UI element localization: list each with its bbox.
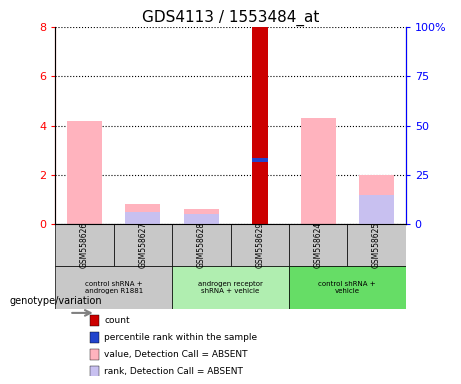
Bar (289, 266, 406, 309)
Text: GSM558624: GSM558624 (313, 222, 323, 268)
Text: rank, Detection Call = ABSENT: rank, Detection Call = ABSENT (104, 367, 243, 376)
Text: androgen receptor
shRNA + vehicle: androgen receptor shRNA + vehicle (198, 281, 263, 294)
Bar (230, 224, 289, 266)
Bar (347, 224, 406, 266)
Bar (125, 204, 160, 224)
Bar (184, 209, 219, 224)
Bar (90, 333, 99, 343)
Bar (55, 266, 172, 309)
Bar (359, 195, 394, 224)
Text: GSM558626: GSM558626 (80, 222, 89, 268)
Text: count: count (104, 316, 130, 325)
Bar (90, 315, 99, 326)
Bar (125, 212, 160, 224)
Bar (90, 366, 99, 377)
Bar (252, 27, 267, 224)
Bar (67, 121, 102, 224)
Text: GSM558625: GSM558625 (372, 222, 381, 268)
Title: GDS4113 / 1553484_at: GDS4113 / 1553484_at (142, 9, 319, 25)
Text: percentile rank within the sample: percentile rank within the sample (104, 333, 258, 342)
Text: control shRNA +
androgen R1881: control shRNA + androgen R1881 (84, 281, 143, 294)
Text: genotype/variation: genotype/variation (9, 296, 102, 306)
Text: control shRNA +
vehicle: control shRNA + vehicle (319, 281, 376, 294)
Text: GSM558629: GSM558629 (255, 222, 264, 268)
Bar (289, 224, 347, 266)
Bar (301, 118, 336, 224)
Text: GSM558628: GSM558628 (197, 222, 206, 268)
Bar (114, 224, 172, 266)
Text: GSM558627: GSM558627 (138, 222, 148, 268)
Bar (172, 224, 230, 266)
Bar (252, 158, 267, 162)
Bar (55, 224, 114, 266)
Bar (90, 349, 99, 360)
Text: value, Detection Call = ABSENT: value, Detection Call = ABSENT (104, 350, 248, 359)
Bar (184, 214, 219, 224)
Bar (172, 266, 289, 309)
Bar (359, 175, 394, 224)
